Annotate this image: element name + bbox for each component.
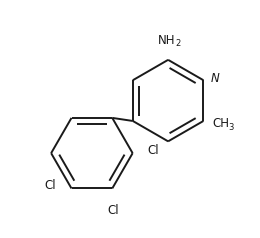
Text: Cl: Cl [148, 144, 159, 157]
Text: Cl: Cl [44, 179, 56, 192]
Text: NH: NH [158, 34, 176, 47]
Text: 2: 2 [176, 39, 181, 48]
Text: CH: CH [212, 117, 229, 130]
Text: Cl: Cl [108, 203, 119, 217]
Text: 3: 3 [228, 123, 234, 132]
Text: N: N [211, 72, 220, 85]
